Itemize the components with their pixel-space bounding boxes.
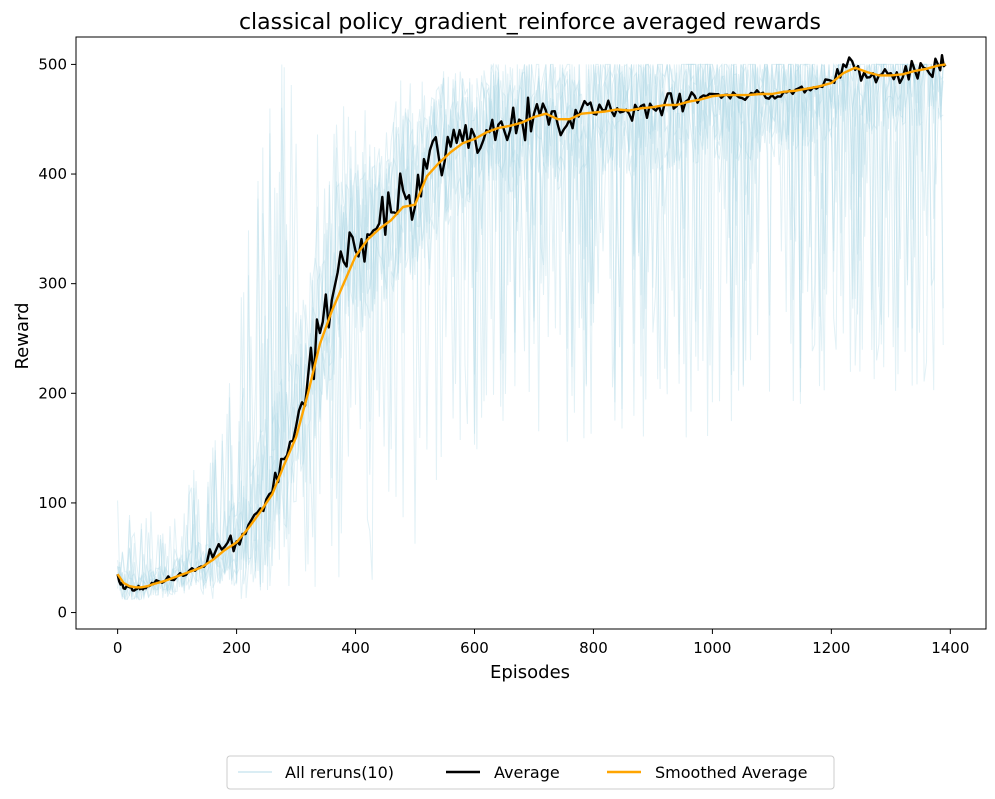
x-tick-label: 1400 [931,639,969,657]
average-line [116,54,947,592]
legend: All reruns(10) Average Smoothed Average [226,755,835,790]
x-tick-label: 0 [113,639,123,657]
x-tick-label: 800 [579,639,608,657]
legend-label-smoothed: Smoothed Average [655,763,808,782]
x-tick-label: 200 [222,639,251,657]
rerun-line [117,63,944,600]
y-tick-label: 100 [38,494,67,512]
y-tick-label: 0 [57,604,67,622]
legend-label-reruns: All reruns(10) [285,763,394,782]
rerun-line [117,62,944,600]
plot-area [116,54,947,601]
smoothed-average-line [116,63,946,589]
y-tick-label: 200 [38,384,67,402]
reruns-group [117,62,944,601]
chart-title: classical policy_gradient_reinforce aver… [239,10,821,35]
plot-frame [75,36,987,630]
y-tick-label: 300 [38,275,67,293]
rerun-line [117,62,944,596]
x-tick-label: 600 [460,639,489,657]
rerun-line [117,62,944,600]
legend-frame [226,755,835,790]
rerun-line [117,63,944,600]
rerun-line [117,62,944,600]
y-axis-label: Reward [12,302,33,369]
axes: 0 200 400 600 800 1000 1200 1400 0 100 200 300 400 50… [38,36,987,657]
x-tick-label: 400 [341,639,370,657]
y-tick-label: 500 [38,55,67,73]
x-tick-label: 1200 [812,639,850,657]
rerun-line [117,62,944,601]
x-axis-label: Episodes [490,662,570,683]
x-tick-label: 1000 [693,639,731,657]
legend-label-average: Average [494,763,560,782]
y-tick-label: 400 [38,165,67,183]
